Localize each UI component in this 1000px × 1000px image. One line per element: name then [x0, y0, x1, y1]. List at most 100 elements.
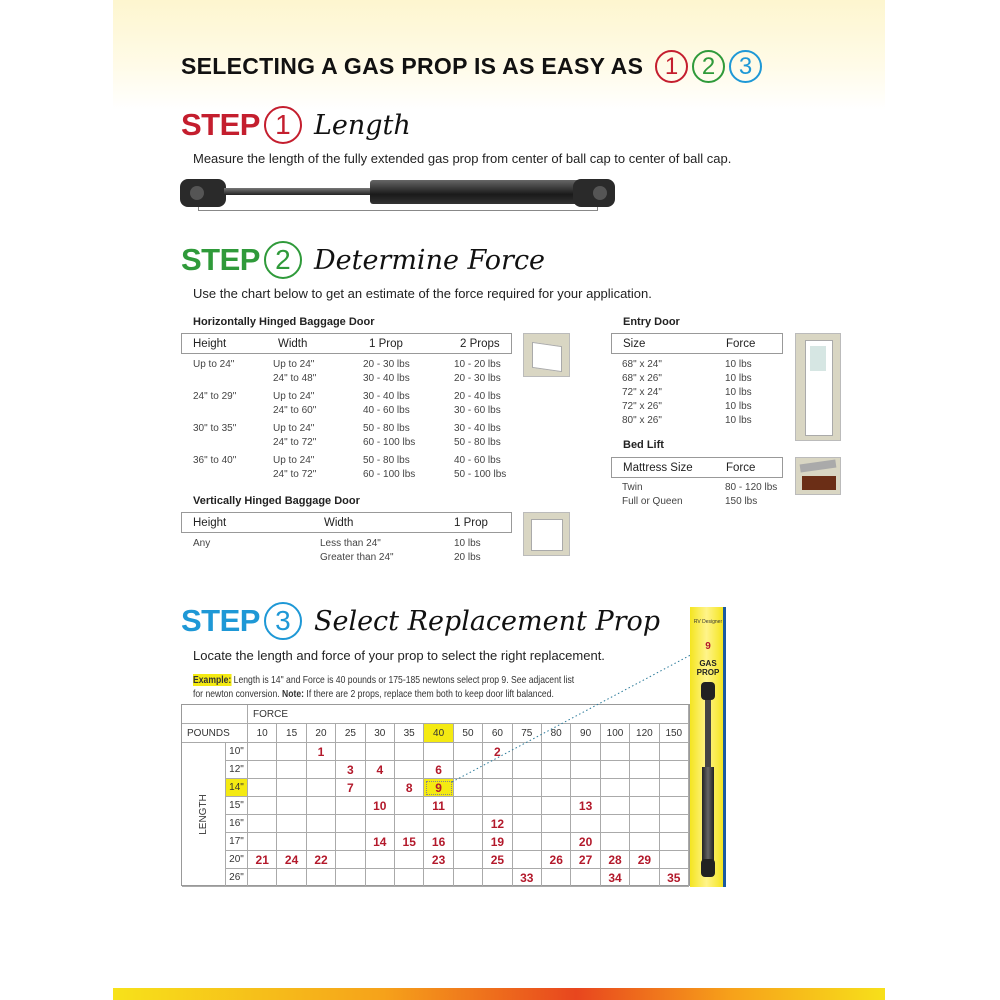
- one-prop-force: 60 - 100 lbs: [363, 469, 416, 480]
- grid-cell: [365, 851, 395, 869]
- grid-cell: [630, 833, 660, 851]
- width-value: Up to 24": [273, 455, 315, 466]
- one-prop-force: 40 - 60 lbs: [363, 405, 410, 416]
- width-value: Up to 24": [273, 359, 315, 370]
- prop-number: 4: [376, 762, 384, 777]
- grid-cell: [336, 815, 366, 833]
- prop-number: 19: [490, 834, 505, 849]
- height-value: 24" to 29": [193, 391, 237, 402]
- prop-number-cell: 12: [483, 815, 513, 833]
- prop-number-cell: 14: [365, 833, 395, 851]
- one-prop-force: 20 lbs: [454, 552, 481, 563]
- grid-cell: [659, 815, 689, 833]
- width-value: Greater than 24": [320, 552, 394, 563]
- grid-cell: [248, 833, 278, 851]
- step-word: STEP: [181, 242, 260, 277]
- width-value: 24" to 72": [273, 437, 317, 448]
- length-row-header: 16": [226, 815, 248, 833]
- prop-number-cell: 23: [424, 851, 454, 869]
- two-props-force: 20 - 40 lbs: [454, 391, 501, 402]
- grid-cell: [248, 815, 278, 833]
- mattress-size: Twin: [622, 482, 643, 493]
- prop-number: 13: [578, 798, 593, 813]
- vertical-height: Any: [193, 538, 211, 549]
- prop-number: 22: [314, 852, 328, 867]
- force-column-header: 25: [336, 724, 366, 743]
- prop-number-cell: 8: [395, 779, 425, 797]
- bed-lift-header: Mattress Size Force: [611, 457, 783, 478]
- grid-cell: [571, 815, 601, 833]
- grid-cell: [542, 743, 572, 761]
- grid-cell: [453, 869, 484, 887]
- grid-cell: [659, 761, 689, 779]
- col-width: Width: [278, 338, 308, 350]
- height-value: Up to 24": [193, 359, 235, 370]
- length-row-header: 14": [226, 779, 248, 797]
- grid-cell: [512, 743, 542, 761]
- grid-cell: [277, 815, 307, 833]
- prop-number-cell: 4: [365, 761, 395, 779]
- horizontal-door-image: [523, 333, 570, 377]
- col-height: Height: [193, 517, 227, 529]
- prop-number-cell: 6: [424, 761, 454, 779]
- grid-cell: [336, 851, 366, 869]
- grid-cell: [630, 761, 660, 779]
- grid-cell: [542, 833, 572, 851]
- prop-number-cell: 35: [659, 869, 689, 887]
- grid-cell: [365, 743, 395, 761]
- prop-number: 33: [520, 870, 534, 885]
- grid-cell: [542, 815, 572, 833]
- bed-lift-title: Bed Lift: [623, 439, 664, 451]
- package-brand: RV Designer: [693, 619, 723, 625]
- grid-cell: [483, 869, 513, 887]
- step-number: 3: [263, 602, 302, 640]
- step-title: Select Replacement Prop: [313, 605, 661, 637]
- grid-cell: [453, 779, 484, 797]
- force-column-header: 120: [630, 724, 660, 743]
- grid-cell: [306, 797, 337, 815]
- step-1-heading: STEP 1 Length: [181, 106, 411, 144]
- grid-cell: [630, 743, 660, 761]
- step-number: 2: [263, 241, 302, 279]
- grid-corner: [182, 705, 248, 724]
- grid-cell: [659, 833, 689, 851]
- gas-prop-package: RV Designer 9 GAS PROP: [690, 607, 726, 887]
- prop-number-cell: 1: [306, 743, 337, 761]
- grid-cell: [277, 833, 307, 851]
- grid-cell: [306, 833, 337, 851]
- one-prop-force: 20 - 30 lbs: [363, 359, 410, 370]
- prop-number: 23: [431, 852, 446, 867]
- grid-cell: [395, 761, 425, 779]
- force-column-header: 50: [453, 724, 484, 743]
- grid-cell: [542, 761, 572, 779]
- force-column-header: 80: [542, 724, 572, 743]
- length-row-header: 26": [226, 869, 248, 887]
- prop-number-cell: 34: [600, 869, 631, 887]
- headline-text: SELECTING A GAS PROP IS AS EASY AS: [181, 53, 644, 79]
- grid-cell: [395, 815, 425, 833]
- grid-cell: [277, 779, 307, 797]
- length-row-header: 20": [226, 851, 248, 869]
- col-force: Force: [726, 462, 756, 474]
- prop-number: 28: [608, 852, 622, 867]
- prop-number: 2: [494, 744, 501, 759]
- grid-cell: [483, 761, 513, 779]
- grid-cell: [395, 797, 425, 815]
- grid-cell: [336, 869, 366, 887]
- footer-bar: [113, 988, 885, 1000]
- prop-number-cell: 24: [277, 851, 307, 869]
- vertical-door-title: Vertically Hinged Baggage Door: [193, 495, 360, 507]
- prop-number: 11: [432, 798, 445, 813]
- two-props-force: 50 - 80 lbs: [454, 437, 501, 448]
- prop-number: 16: [431, 834, 446, 849]
- prop-number-cell: 28: [600, 851, 631, 869]
- grid-cell: [306, 761, 337, 779]
- prop-number: 12: [490, 816, 505, 831]
- col-width: Width: [324, 517, 354, 529]
- grid-cell: [248, 743, 278, 761]
- length-row-header: 12": [226, 761, 248, 779]
- prop-number: 24: [284, 852, 299, 867]
- prop-number: 27: [578, 852, 593, 867]
- grid-cell: [453, 815, 484, 833]
- prop-number: 10: [373, 798, 387, 813]
